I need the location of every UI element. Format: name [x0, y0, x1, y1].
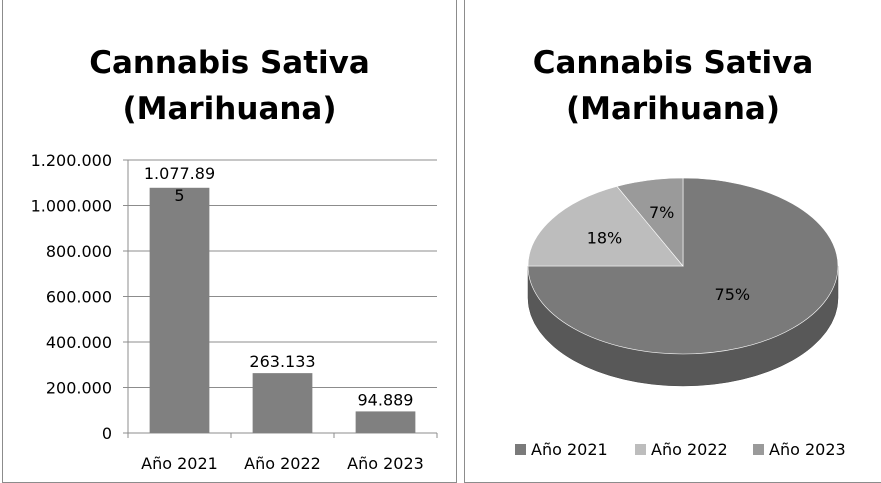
- y-tick-label: 1.200.000: [31, 151, 112, 170]
- bar-data-label: 263.133: [249, 352, 315, 371]
- legend-swatch: [753, 444, 764, 455]
- legend-label: Año 2023: [769, 440, 846, 459]
- legend-swatch: [515, 444, 526, 455]
- pie-slice: [527, 177, 839, 355]
- bar: [149, 187, 210, 433]
- y-tick-label: 400.000: [46, 333, 112, 352]
- bar-data-label: 5: [174, 186, 184, 205]
- y-tick-label: 800.000: [46, 242, 112, 261]
- legend-swatch: [635, 444, 646, 455]
- y-tick-label: 0: [102, 424, 112, 443]
- pie-data-label: 75%: [715, 285, 751, 304]
- bar-chart-panel: Cannabis Sativa (Marihuana) 0 200.000 400.…: [2, 0, 457, 483]
- pie-chart-title-line1: Cannabis Sativa: [532, 45, 814, 81]
- x-tick-label: Año 2022: [244, 454, 321, 473]
- pie-slice: [616, 177, 684, 267]
- pie-chart-title-line2: (Marihuana): [565, 91, 781, 127]
- pie-data-label: 7%: [649, 203, 674, 222]
- bar-chart: 0 200.000 400.000 600.000 800.000 1.000.000 1.…: [31, 151, 438, 473]
- bar-data-label: 1.077.89: [144, 164, 215, 183]
- bar-data-label: 94.889: [358, 390, 414, 409]
- x-tick-label: Año 2021: [141, 454, 218, 473]
- bar: [355, 411, 416, 433]
- bar-chart-title-line2: (Marihuana): [122, 91, 337, 127]
- y-tick-label: 1.000.000: [31, 197, 112, 216]
- pie-chart-panel: Cannabis Sativa (Marihuana) 75% 18% 7% Año …: [464, 0, 881, 483]
- bar: [252, 373, 313, 433]
- y-tick-label: 600.000: [46, 288, 112, 307]
- pie-chart: 75% 18% 7% Año 2021 Año 2022 Año 2023: [515, 177, 846, 459]
- x-tick-label: Año 2023: [347, 454, 424, 473]
- bar-chart-title-line1: Cannabis Sativa: [89, 45, 370, 81]
- legend-label: Año 2021: [531, 440, 608, 459]
- legend-label: Año 2022: [651, 440, 728, 459]
- y-tick-label: 200.000: [46, 379, 112, 398]
- pie-slice: [527, 186, 684, 267]
- pie-data-label: 18%: [587, 229, 623, 248]
